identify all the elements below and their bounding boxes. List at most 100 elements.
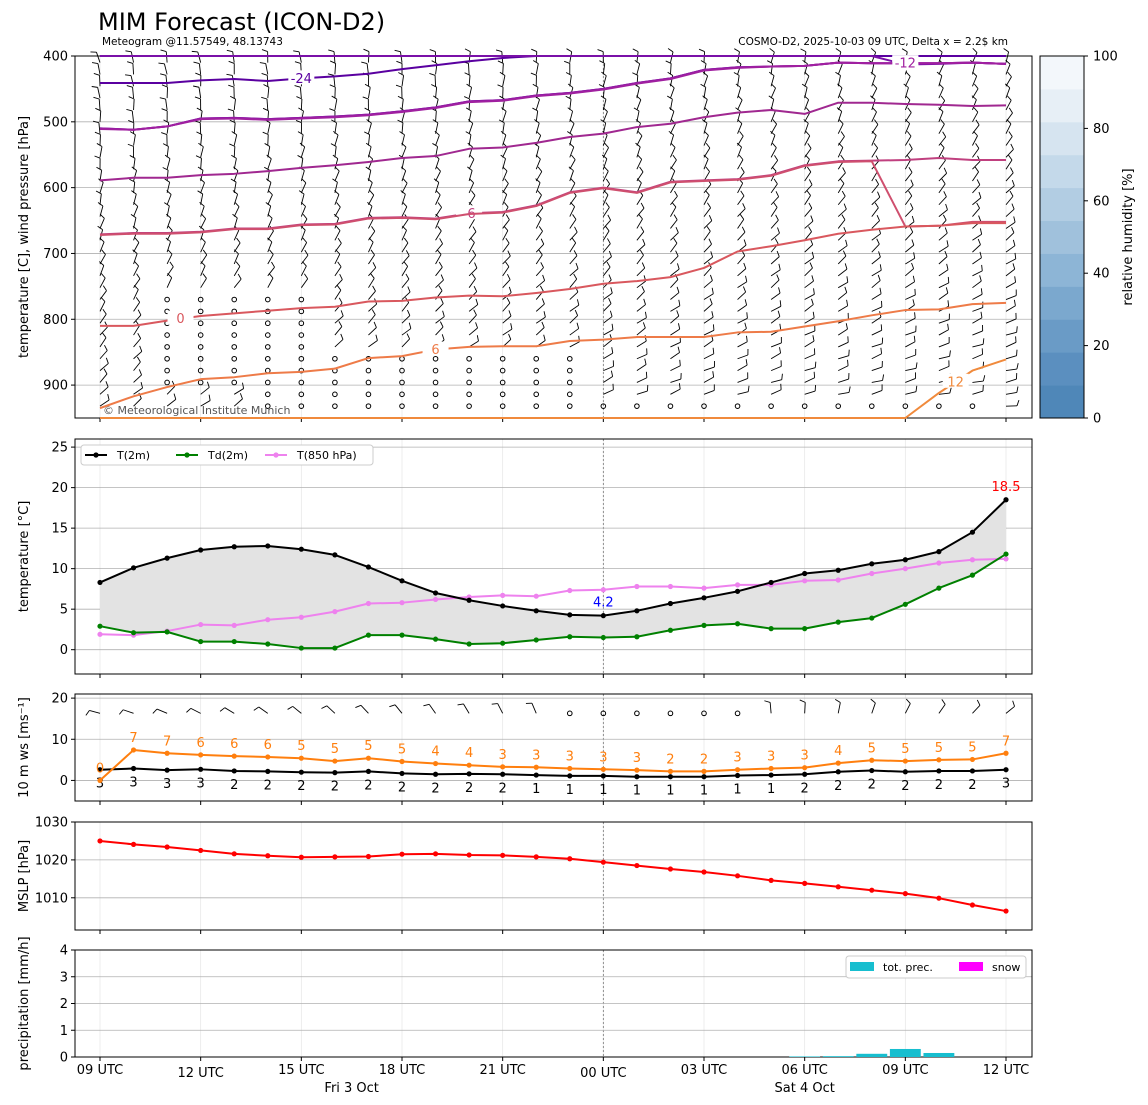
wind-barb — [669, 63, 672, 75]
wind-barb-flag — [321, 705, 328, 709]
wind-series-marker — [399, 770, 405, 777]
wind-barb — [871, 243, 880, 253]
wind-barb-flag — [910, 203, 914, 209]
series-marker — [701, 622, 707, 628]
wind-barb-flag — [464, 48, 471, 53]
series-marker — [768, 626, 774, 632]
wind-barb — [938, 319, 950, 324]
wind-barb-flag — [508, 333, 512, 340]
series-marker — [1003, 556, 1009, 562]
wind-barb — [804, 304, 814, 312]
wind-barb-flag — [943, 167, 948, 174]
series-line-2 — [99, 557, 1007, 637]
wind-barb-flag — [837, 83, 843, 89]
wind-barb-flag — [128, 96, 135, 100]
wind-value-label: 3 — [1002, 777, 1010, 792]
wind-barb-flag — [195, 72, 202, 76]
wind-barb-flag — [131, 190, 137, 195]
wind-barb-flag — [167, 225, 173, 231]
wind-barb-flag — [632, 72, 638, 76]
wind-barb-flag — [338, 297, 343, 304]
colorbar-tick-label: 20 — [1093, 339, 1110, 354]
wind-barb — [163, 63, 168, 75]
wind-barb — [267, 277, 274, 288]
wind-barb-flag — [679, 359, 681, 366]
wind-barb-flag — [838, 142, 844, 148]
wind-barb-calm — [298, 379, 305, 386]
wind-barb — [871, 353, 882, 360]
wind-barb — [401, 182, 408, 194]
wind-barb — [300, 182, 307, 194]
wind-barb — [703, 293, 714, 300]
series-marker — [466, 641, 472, 647]
wind-barb-flag — [196, 131, 203, 135]
wind-barb — [770, 352, 781, 360]
wind-barb — [333, 51, 336, 63]
wind-barb — [535, 231, 543, 241]
isotherm-line — [99, 101, 1007, 182]
series-marker — [667, 627, 674, 633]
wind-barb-flag — [193, 85, 200, 88]
wind-barb — [804, 99, 810, 111]
wind-barb-flag — [503, 202, 509, 208]
mslp-marker — [365, 853, 372, 860]
wind-barb-calm — [197, 308, 204, 315]
wind-barb — [804, 123, 809, 134]
wind-barb-flag — [371, 226, 376, 232]
wind-barb — [737, 219, 745, 229]
precip-bar — [789, 1056, 821, 1057]
wind-barb — [258, 706, 269, 714]
wind-barb-flag — [495, 49, 502, 53]
wind-barb-flag — [293, 50, 300, 53]
wind-barb-flag — [253, 706, 260, 711]
wind-barb-flag — [1008, 154, 1013, 161]
wind-barb-flag — [603, 166, 609, 172]
wind-barb — [1005, 378, 1017, 383]
wind-series-marker — [600, 766, 606, 772]
wind-barb-flag — [671, 202, 677, 208]
wind-barb-calm — [298, 391, 305, 398]
wind-barb — [905, 391, 917, 395]
wind-barb — [300, 98, 303, 110]
wind-barb-flag — [232, 190, 238, 195]
wind-barb-flag — [503, 225, 509, 231]
series-marker — [802, 626, 808, 632]
y-axis-label: MSLP [hPa] — [17, 840, 32, 912]
wind-barb — [535, 254, 543, 265]
wind-barb — [972, 317, 983, 324]
wind-barb-flag — [775, 214, 779, 221]
wind-value-label: 1 — [767, 782, 775, 797]
wind-series-marker — [365, 755, 372, 761]
wind-barb-flag — [105, 381, 109, 388]
wind-barb-calm — [164, 355, 170, 362]
wind-barb-flag — [877, 191, 881, 198]
wind-barb-flag — [676, 286, 680, 293]
wind-barb-flag — [261, 49, 268, 53]
wind-barb — [267, 87, 270, 99]
wind-barb-flag — [708, 215, 713, 221]
wind-barb-flag — [133, 201, 139, 207]
wind-barb — [636, 377, 648, 383]
isotherm-label-bg — [422, 341, 449, 356]
wind-barb — [603, 376, 613, 383]
wind-barb-flag — [636, 178, 642, 184]
wind-barb-flag — [981, 264, 983, 271]
wind-barb — [200, 134, 203, 146]
wind-barb-flag — [501, 190, 508, 195]
y-tick-label: 1010 — [35, 891, 68, 906]
wind-barb — [200, 206, 205, 217]
wind-barb — [636, 254, 644, 265]
wind-barb — [98, 122, 101, 134]
x-tick-label: 21 UTC — [479, 1063, 525, 1078]
wind-barb-flag — [125, 74, 132, 77]
wind-barb — [770, 219, 779, 229]
wind-barb — [972, 197, 982, 206]
wind-barb-flag — [101, 249, 106, 255]
wind-barb-flag — [364, 83, 371, 88]
mslp-marker — [198, 847, 204, 854]
wind-barb — [1005, 221, 1016, 229]
wind-barb — [905, 367, 917, 372]
wind-barb — [468, 63, 470, 75]
wind-barb — [603, 256, 612, 265]
wind-barb-flag — [294, 61, 301, 64]
